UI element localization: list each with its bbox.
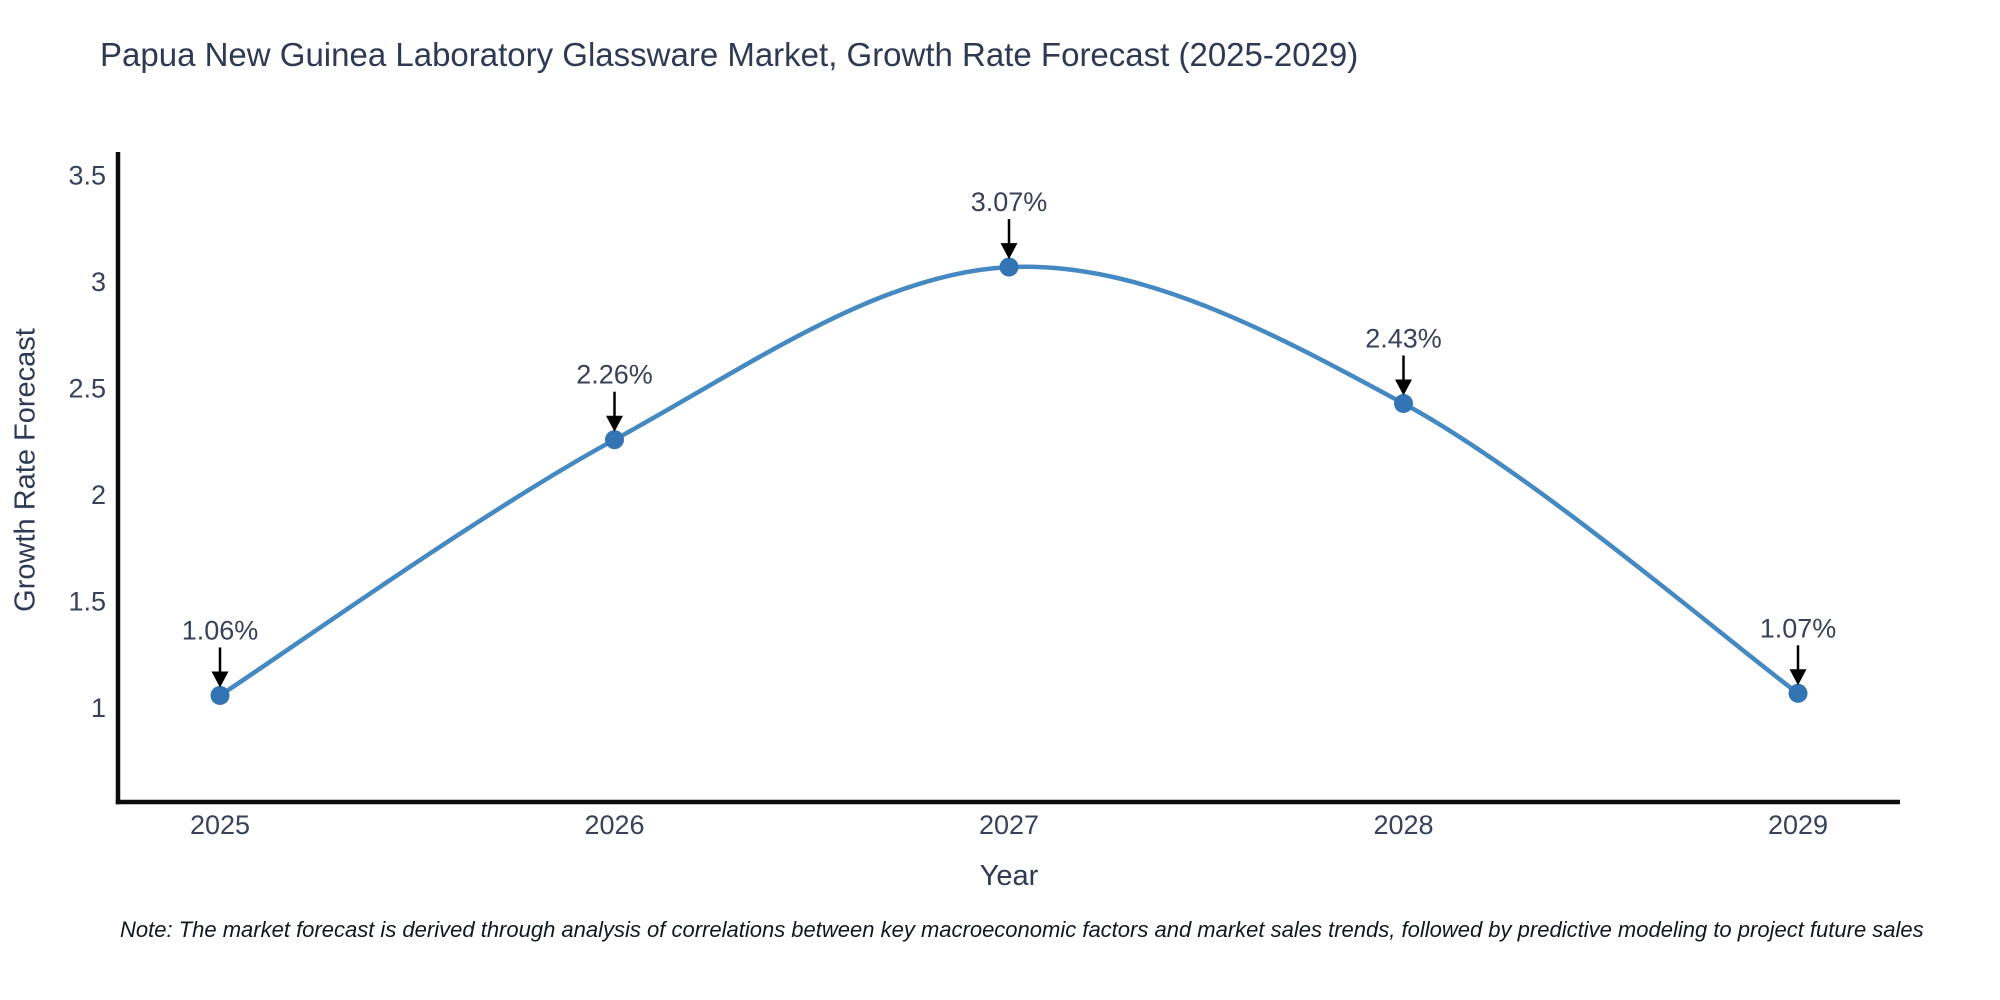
- data-point-marker: [999, 257, 1019, 277]
- y-tick-label: 3: [91, 267, 106, 297]
- annotation-arrowhead: [606, 415, 623, 432]
- x-tick-label: 2029: [1768, 810, 1828, 840]
- footnote: Note: The market forecast is derived thr…: [120, 917, 1924, 942]
- data-point-label: 2.43%: [1365, 323, 1442, 353]
- data-point-marker: [210, 685, 230, 705]
- data-point-marker: [605, 430, 624, 450]
- data-point-label: 1.07%: [1760, 613, 1837, 643]
- annotation-arrowhead: [1789, 669, 1807, 686]
- y-tick-label: 2: [91, 480, 106, 510]
- chart-title: Papua New Guinea Laboratory Glassware Ma…: [100, 36, 1359, 73]
- x-axis-title: Year: [979, 860, 1039, 892]
- x-tick-label: 2025: [190, 810, 250, 840]
- x-tick-label: 2027: [979, 810, 1039, 840]
- data-point-marker: [1394, 393, 1413, 413]
- x-tick-label: 2028: [1373, 810, 1433, 840]
- data-point-label: 3.07%: [971, 187, 1048, 217]
- annotation-arrowhead: [1000, 243, 1018, 260]
- forecast-line: [217, 264, 1801, 698]
- annotation-arrowhead: [211, 671, 229, 688]
- y-tick-label: 1: [91, 693, 106, 723]
- data-point-label: 1.06%: [182, 615, 259, 645]
- y-tick-label: 3.5: [68, 160, 106, 190]
- x-tick-label: 2026: [584, 810, 644, 840]
- data-point-label: 2.26%: [576, 360, 653, 390]
- y-tick-label: 1.5: [68, 587, 106, 617]
- data-point-marker: [1788, 683, 1808, 703]
- y-tick-label: 2.5: [68, 374, 106, 404]
- annotation-arrowhead: [1395, 379, 1412, 396]
